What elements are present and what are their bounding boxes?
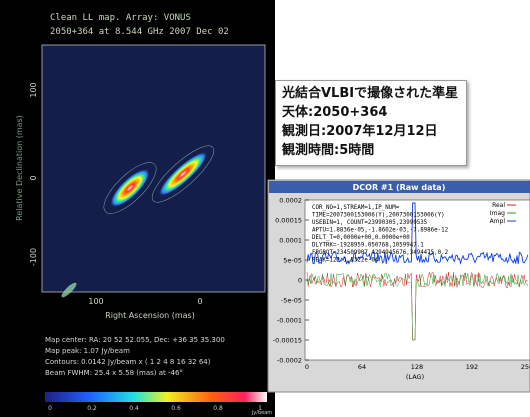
dcor-x-tick: 64 (358, 363, 366, 371)
dcor-y-tick: 0 (298, 277, 302, 285)
map-title: Clean LL map. Array: VONUS (50, 13, 191, 23)
map-area (41, 44, 266, 293)
map-y-tick: -100 (29, 248, 38, 266)
caption-box: 光結合VLBIで撮像された準星 天体:2050+364 観測日:2007年12月12… (275, 80, 467, 166)
dcor-titlebar (269, 181, 530, 193)
dcor-y-tick: 0.0002 (279, 197, 302, 205)
dcor-y-tick: -5e-05 (281, 297, 302, 305)
dcor-x-label: (LAG) (406, 373, 424, 381)
colorbar-tick: 1 (258, 405, 262, 412)
dcor-y-tick: -0.00015 (273, 337, 302, 345)
map-x-label: Right Ascension (mas) (105, 311, 195, 320)
dcor-header: COR_NO=1,STREAM=1,IP_NUM= (312, 205, 400, 211)
map-info: Beam FWHM: 25.4 x 5.58 (mas) at -46° (45, 369, 183, 377)
dcor-header: TIME=2007300153006(Y),2007300153006(Y) (312, 213, 445, 219)
colorbar-tick: 0.6 (171, 405, 181, 412)
dcor-x-tick: 0 (305, 363, 309, 371)
colorbar-unit: Jy/beam (251, 410, 272, 416)
dcor-header: USEBIN=1, COUNT=23990305,23990535 (312, 220, 428, 226)
map-y-tick: 100 (29, 82, 38, 97)
legend-label: Ampl (490, 218, 506, 225)
caption-line: 観測時間:5時間 (282, 143, 375, 158)
colorbar-tick: 0.2 (87, 405, 97, 412)
legend-label: Imag (490, 210, 505, 217)
dcor-header: DLYTRK=-1928959.050768,1059947.1 (312, 243, 424, 249)
map-info: Map center: RA: 20 52 52.055, Dec: +36 3… (45, 336, 225, 344)
map-subtitle: 2050+364 at 8.544 GHz 2007 Dec 02 (50, 27, 229, 37)
map-y-label: Relative Declination (mas) (15, 115, 24, 221)
caption-line: 観測日:2007年12月12日 (282, 124, 438, 139)
dcor-header: DELT_T=0,0000e+00,0.0000e+00 (312, 235, 410, 241)
dcor-x-tick: 256 (521, 363, 530, 371)
colorbar-tick: 0.4 (129, 405, 139, 412)
map-info: Contours: 0.0142 Jy/beam x ( 1 2 4 8 16 … (45, 358, 211, 366)
dcor-header: FRGROT=234509907,4294945676,3494475,0.2 (312, 250, 448, 256)
colorbar-tick: 0 (48, 405, 52, 412)
colorbar (45, 392, 267, 402)
dcor-y-tick: -0.0001 (277, 317, 302, 325)
map-x-tick: 100 (88, 297, 103, 306)
dcor-y-tick: 5e-05 (283, 257, 302, 265)
dcor-x-tick: 192 (466, 363, 478, 371)
map-info: Map peak: 1.07 Jy/beam (45, 347, 130, 355)
dcor-trace (306, 202, 529, 266)
map-source (61, 145, 215, 298)
dcor-title: DCOR #1 (Raw data) (353, 183, 446, 192)
dcor-y-tick: -0.0002 (277, 357, 302, 365)
dcor-y-tick: 0.0001 (279, 237, 302, 245)
colorbar-tick: 0.8 (213, 405, 223, 412)
caption-line: 天体:2050+364 (282, 105, 388, 120)
dcor-header: PEAK=122.1,5322e-04 (312, 258, 379, 264)
dcor-x-tick: 128 (411, 363, 423, 371)
map-x-tick: 0 (197, 297, 202, 306)
caption-line: 光結合VLBIで撮像された準星 (282, 86, 459, 101)
dcor-y-tick: 0.00015 (275, 217, 302, 225)
legend-label: Real (492, 202, 505, 209)
map-y-tick: 0 (29, 175, 38, 180)
dcor-header: APTU=1.8836e-05,-1.8602e-03,-7.8986e-12 (312, 228, 448, 234)
dcor-trace (306, 272, 529, 341)
